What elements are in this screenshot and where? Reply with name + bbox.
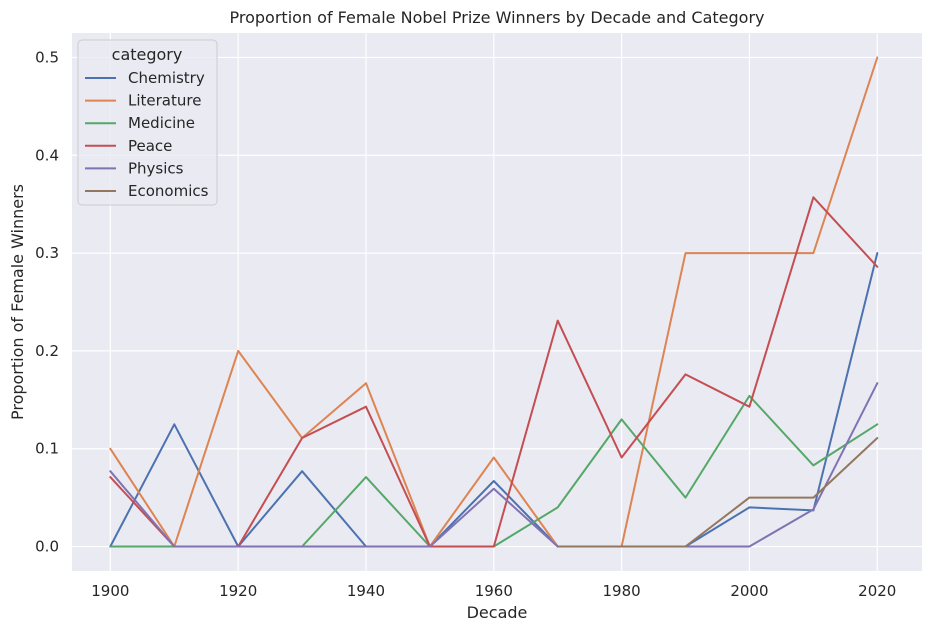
legend-box — [77, 39, 218, 206]
x-axis-title: Decade — [467, 603, 528, 622]
y-axis-ticks: 0.0 0.1 0.2 0.3 0.4 0.5 — [35, 48, 59, 555]
y-tick-label: 0.5 — [35, 48, 59, 66]
x-tick-label: 1900 — [91, 582, 129, 600]
y-axis-title: Proportion of Female Winners — [8, 184, 27, 420]
y-tick-label: 0.2 — [35, 342, 59, 360]
y-tick-label: 0.3 — [35, 244, 59, 262]
legend-item-label: Chemistry — [128, 69, 205, 87]
legend: category Chemistry Literature Medicine Peac… — [77, 39, 218, 206]
legend-title: category — [112, 45, 183, 64]
x-tick-label: 1940 — [347, 582, 385, 600]
legend-item-label: Peace — [128, 137, 172, 155]
x-tick-label: 1920 — [219, 582, 257, 600]
legend-item-label: Economics — [128, 182, 209, 200]
chart-title: Proportion of Female Nobel Prize Winners… — [230, 8, 765, 27]
series-line-economics — [556, 437, 879, 548]
legend-item-label: Medicine — [128, 114, 195, 132]
series-line-literature — [109, 56, 879, 548]
y-tick-label: 0.0 — [35, 538, 59, 556]
x-tick-label: 2000 — [730, 582, 768, 600]
y-tick-label: 0.4 — [35, 146, 59, 164]
x-axis-ticks: 1900 1920 1940 1960 1980 2000 2020 — [91, 582, 896, 600]
x-tick-label: 1980 — [603, 582, 641, 600]
x-tick-label: 1960 — [475, 582, 513, 600]
x-tick-label: 2020 — [858, 582, 896, 600]
y-tick-label: 0.1 — [35, 440, 59, 458]
legend-item-label: Physics — [128, 159, 184, 177]
series-layer — [109, 56, 879, 548]
series-line-physics — [109, 382, 879, 548]
legend-item-label: Literature — [128, 92, 201, 110]
